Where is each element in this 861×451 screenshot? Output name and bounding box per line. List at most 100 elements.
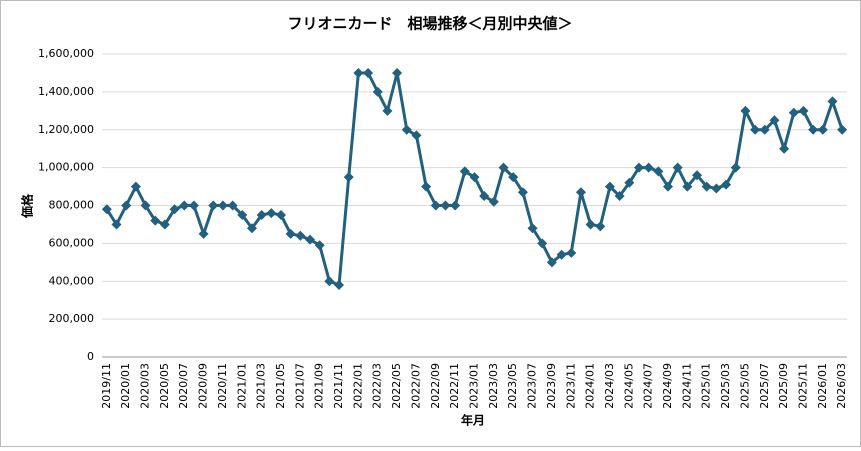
y-tick-label: 0 <box>87 350 94 363</box>
data-point <box>237 209 248 220</box>
x-tick-label: 2022/11 <box>448 363 461 409</box>
data-point <box>150 215 161 226</box>
data-point <box>479 191 490 202</box>
x-tick-label: 2023/05 <box>506 363 519 409</box>
y-tick-label: 800,000 <box>49 199 95 212</box>
data-point <box>130 181 141 192</box>
data-point <box>779 143 790 154</box>
data-point <box>101 204 112 215</box>
x-tick-label: 2025/03 <box>719 363 732 409</box>
data-point <box>595 221 606 232</box>
x-tick-label: 2023/09 <box>545 363 558 409</box>
data-point <box>372 86 383 97</box>
data-point <box>614 191 625 202</box>
data-point <box>488 196 499 207</box>
data-point <box>314 240 325 251</box>
data-point <box>392 67 403 78</box>
data-point <box>788 107 799 118</box>
data-point <box>324 276 335 287</box>
y-axis-title: 価格 <box>20 193 35 219</box>
x-tick-label: 2024/09 <box>661 363 674 409</box>
data-point <box>121 200 132 211</box>
data-point <box>653 166 664 177</box>
data-point <box>517 187 528 198</box>
data-point <box>740 105 751 116</box>
data-point <box>663 181 674 192</box>
data-point <box>759 124 770 135</box>
y-tick-label: 1,400,000 <box>38 85 94 98</box>
x-tick-label: 2022/09 <box>429 363 442 409</box>
data-point <box>643 162 654 173</box>
data-point <box>469 172 480 183</box>
data-point <box>575 187 586 198</box>
data-point <box>246 223 257 234</box>
data-point <box>537 238 548 249</box>
data-point <box>672 162 683 173</box>
x-tick-label: 2023/03 <box>487 363 500 409</box>
data-point <box>508 172 519 183</box>
x-axis-title: 年月 <box>461 413 485 428</box>
data-point <box>334 280 345 291</box>
data-point <box>808 124 819 135</box>
data-point <box>401 124 412 135</box>
x-tick-label: 2022/07 <box>409 363 422 409</box>
data-point <box>633 162 644 173</box>
data-point <box>227 200 238 211</box>
y-tick-label: 600,000 <box>49 236 95 249</box>
x-tick-label: 2021/03 <box>255 363 268 409</box>
x-tick-label: 2020/03 <box>139 363 152 409</box>
x-tick-label: 2023/07 <box>526 363 539 409</box>
data-point <box>682 181 693 192</box>
data-point <box>730 162 741 173</box>
x-tick-label: 2021/05 <box>274 363 287 409</box>
x-tick-label: 2026/03 <box>835 363 848 409</box>
data-point <box>440 200 451 211</box>
x-tick-label: 2022/01 <box>351 363 364 409</box>
x-tick-label: 2020/07 <box>177 363 190 409</box>
x-tick-label: 2022/05 <box>390 363 403 409</box>
data-point <box>411 130 422 141</box>
data-point <box>343 172 354 183</box>
chart-title: フリオニカード 相場推移＜月別中央値＞ <box>287 15 572 33</box>
data-point <box>382 105 393 116</box>
data-point <box>769 115 780 126</box>
x-tick-label: 2020/11 <box>216 363 229 409</box>
data-point <box>498 162 509 173</box>
y-tick-label: 1,000,000 <box>38 161 94 174</box>
x-tick-label: 2025/09 <box>777 363 790 409</box>
x-tick-label: 2025/01 <box>700 363 713 409</box>
data-point <box>217 200 228 211</box>
data-point <box>266 208 277 219</box>
data-point <box>459 166 470 177</box>
x-tick-label: 2024/05 <box>622 363 635 409</box>
x-tick-label: 2025/07 <box>758 363 771 409</box>
x-tick-label: 2023/01 <box>468 363 481 409</box>
x-tick-label: 2021/11 <box>332 363 345 409</box>
x-tick-label: 2020/05 <box>158 363 171 409</box>
x-tick-label: 2024/01 <box>584 363 597 409</box>
x-tick-label: 2020/09 <box>197 363 210 409</box>
data-point <box>827 96 838 107</box>
data-point <box>275 209 286 220</box>
x-tick-label: 2025/11 <box>796 363 809 409</box>
data-point <box>721 179 732 190</box>
x-tick-label: 2019/11 <box>100 363 113 409</box>
data-point <box>701 181 712 192</box>
x-tick-label: 2021/01 <box>235 363 248 409</box>
x-tick-label: 2024/07 <box>642 363 655 409</box>
x-tick-label: 2024/03 <box>603 363 616 409</box>
y-tick-label: 400,000 <box>49 274 95 287</box>
y-tick-label: 200,000 <box>49 312 95 325</box>
data-point <box>285 228 296 239</box>
data-point <box>566 247 577 258</box>
data-point <box>750 124 761 135</box>
data-point <box>450 200 461 211</box>
x-tick-label: 2026/01 <box>816 363 829 409</box>
data-point <box>208 200 219 211</box>
data-point <box>527 223 538 234</box>
y-tick-label: 1,200,000 <box>38 123 94 136</box>
data-point <box>111 219 122 230</box>
x-tick-label: 2023/11 <box>564 363 577 409</box>
data-point <box>169 204 180 215</box>
data-point <box>546 257 557 268</box>
